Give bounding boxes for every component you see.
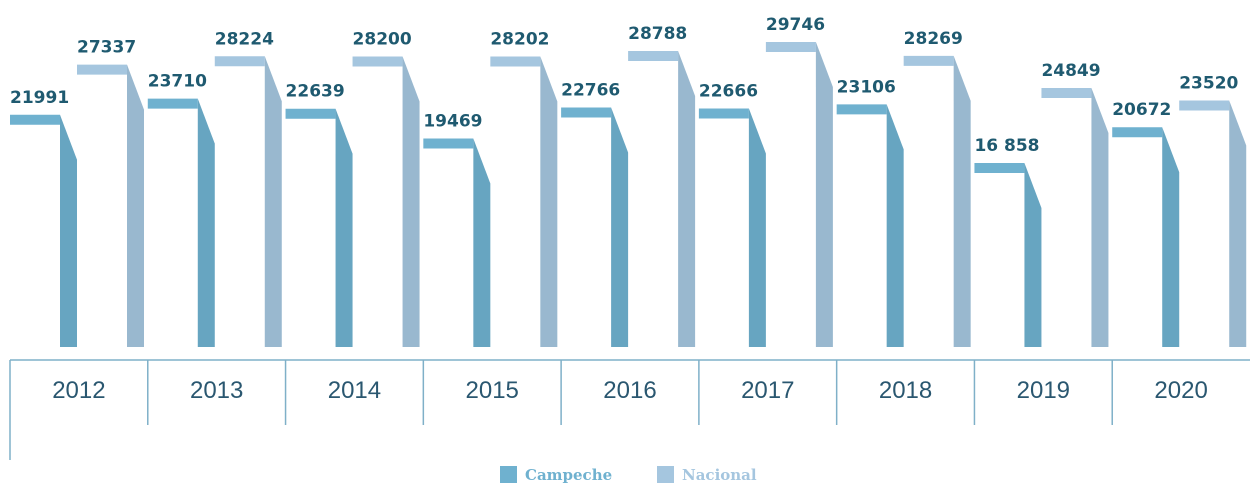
bar-band: [10, 114, 60, 125]
bar-fold: [748, 108, 766, 348]
value-label: 21991: [10, 88, 69, 108]
value-label: 28200: [353, 30, 412, 50]
bar-fold: [127, 64, 144, 347]
bar-fold: [1229, 100, 1247, 347]
x-tick-label: 2019: [1017, 377, 1070, 404]
value-label: 23106: [837, 77, 896, 97]
bar-fold: [264, 56, 282, 347]
value-label: 23710: [148, 72, 207, 92]
value-label: 19469: [423, 111, 482, 131]
bar-fold: [1091, 87, 1109, 348]
value-label: 16 858: [974, 136, 1039, 156]
value-label: 23520: [1179, 73, 1238, 93]
bar-band: [147, 98, 198, 109]
bar-band: [1112, 127, 1163, 138]
value-label: 22766: [561, 81, 620, 101]
value-label: 24849: [1041, 61, 1100, 81]
bar-fold: [540, 56, 558, 347]
bar-band: [561, 107, 612, 118]
x-tick-label: 2016: [603, 377, 656, 404]
x-tick-label: 2017: [741, 377, 794, 404]
legend-swatch: [657, 466, 674, 483]
value-label: 28788: [628, 24, 687, 44]
bar-fold: [886, 104, 904, 347]
bar-band: [836, 104, 887, 115]
bar-fold: [335, 108, 353, 347]
bar-band: [628, 50, 679, 61]
legend-label: Nacional: [682, 466, 757, 484]
bar-band: [423, 138, 474, 149]
bar-band: [903, 55, 954, 66]
bar-fold: [815, 42, 833, 347]
bar-fold: [953, 55, 971, 347]
x-tick-label: 2013: [190, 377, 243, 404]
bar-fold: [1024, 163, 1042, 347]
bar-band: [765, 42, 816, 52]
bar-band: [1041, 87, 1092, 98]
legend-swatch: [500, 466, 517, 483]
bar-fold: [678, 50, 696, 347]
bar-fold: [611, 107, 629, 347]
bar-fold: [197, 98, 215, 347]
bar-fold: [473, 138, 491, 347]
value-label: 20672: [1112, 100, 1171, 120]
bar-fold: [1162, 127, 1180, 348]
bar-band: [974, 163, 1025, 173]
bar-band: [352, 56, 403, 67]
bar-band: [77, 64, 127, 75]
value-label: 28202: [490, 29, 549, 49]
x-tick-label: 2012: [52, 377, 105, 404]
bar-band: [698, 108, 749, 119]
bar-band: [1179, 100, 1230, 111]
bar-band: [490, 56, 541, 67]
bar-fold: [402, 56, 420, 348]
bar-band: [214, 56, 265, 67]
x-tick-label: 2020: [1154, 377, 1207, 404]
value-label: 28269: [904, 29, 963, 49]
value-label: 28224: [215, 29, 274, 49]
value-label: 22666: [699, 81, 758, 101]
value-label: 29746: [766, 15, 825, 35]
value-label: 27337: [77, 38, 136, 58]
x-tick-label: 2015: [466, 377, 519, 404]
x-tick-label: 2014: [328, 377, 381, 404]
x-tick-label: 2018: [879, 377, 932, 404]
legend-label: Campeche: [525, 466, 612, 484]
value-label: 22639: [286, 82, 345, 102]
bar-band: [285, 108, 336, 119]
bar-fold: [60, 114, 77, 347]
